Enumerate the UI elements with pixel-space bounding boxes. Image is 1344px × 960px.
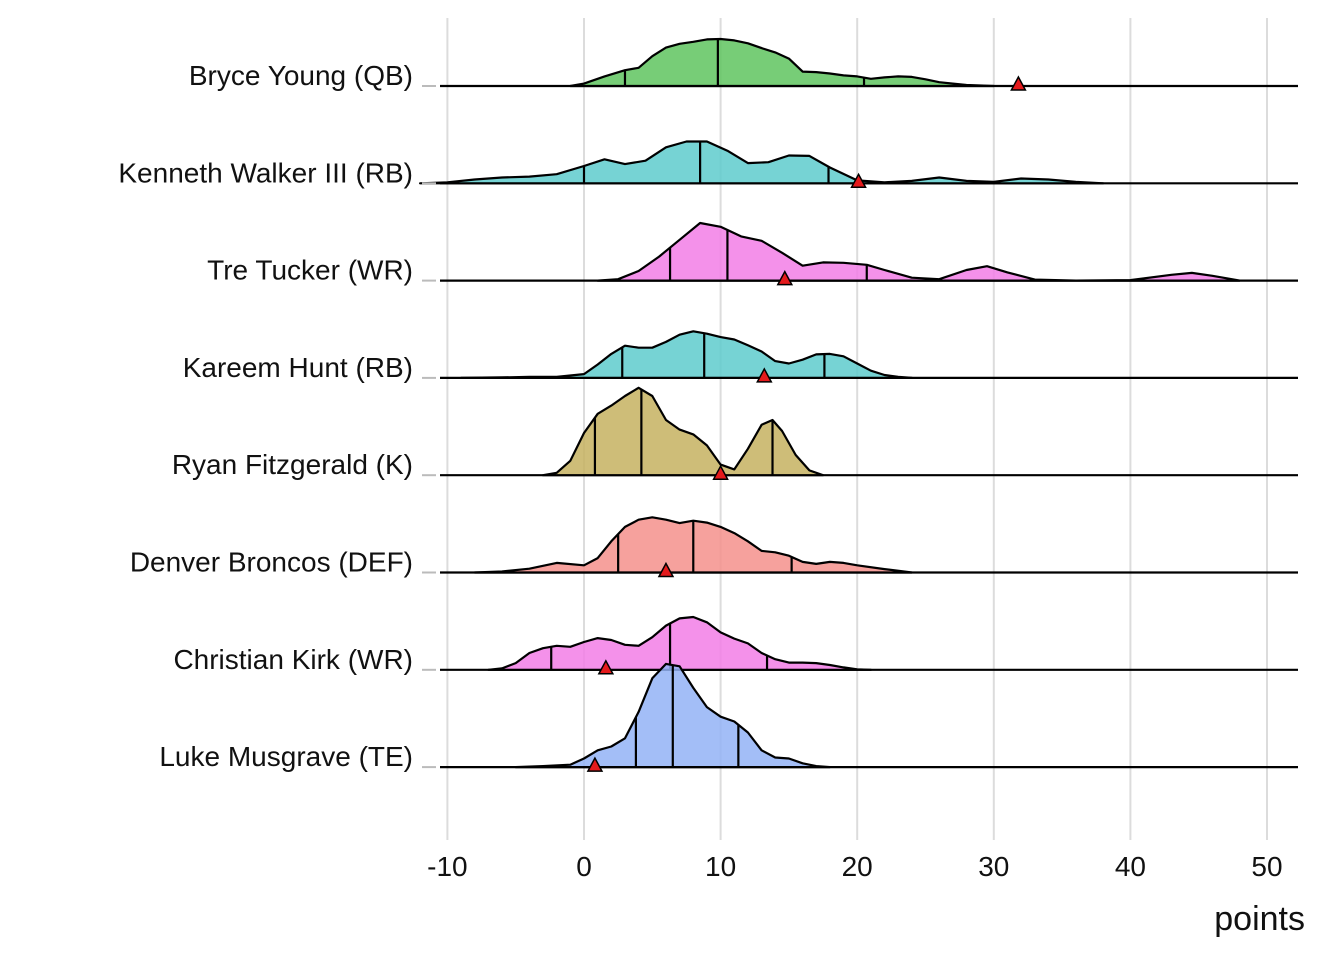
ridge-row: [440, 516, 1298, 578]
ridge-row: [440, 386, 1298, 480]
row-label: Kareem Hunt (RB): [183, 352, 413, 383]
row-labels: Bryce Young (QB) Kenneth Walker III (RB) T…: [118, 60, 436, 772]
x-tick-label: 30: [978, 851, 1009, 882]
x-axis-ticks: -10 0 10 20 30 40 50: [427, 851, 1282, 882]
row-label: Kenneth Walker III (RB): [118, 157, 413, 188]
density-area: [596, 221, 1241, 282]
ridge-row: [419, 140, 1298, 189]
row-label: Christian Kirk (WR): [173, 644, 413, 675]
x-tick-label: 10: [705, 851, 736, 882]
density-area: [460, 330, 913, 379]
x-axis-title: points: [1214, 900, 1305, 938]
density-area: [569, 37, 995, 88]
density-area: [487, 615, 872, 671]
actual-points-marker: [756, 367, 773, 383]
grid-lines: [446, 18, 1268, 840]
ridges: [419, 37, 1298, 772]
actual-points-marker: [850, 172, 867, 189]
ridge-row: [440, 662, 1298, 772]
x-tick-label: 0: [576, 851, 592, 882]
x-tick-label: 20: [842, 851, 873, 882]
actual-points-marker: [597, 659, 615, 675]
actual-points-marker: [657, 561, 675, 578]
ridge-row: [440, 615, 1298, 675]
ridge-row: [440, 330, 1298, 383]
row-label: Ryan Fitzgerald (K): [172, 449, 413, 480]
density-area: [541, 386, 825, 477]
row-label: Luke Musgrave (TE): [159, 741, 413, 772]
x-tick-label: 50: [1251, 851, 1282, 882]
row-label: Bryce Young (QB): [189, 60, 413, 91]
x-tick-label: 40: [1115, 851, 1146, 882]
actual-points-marker: [712, 464, 729, 480]
ridge-row: [440, 37, 1298, 91]
actual-points-marker: [586, 756, 604, 772]
ridge-row: [440, 221, 1298, 286]
density-area: [419, 140, 1105, 185]
actual-points-marker: [776, 270, 794, 286]
row-label: Denver Broncos (DEF): [130, 547, 413, 578]
actual-points-marker: [1010, 75, 1027, 91]
x-tick-label: -10: [427, 851, 467, 882]
row-label: Tre Tucker (WR): [207, 255, 413, 286]
